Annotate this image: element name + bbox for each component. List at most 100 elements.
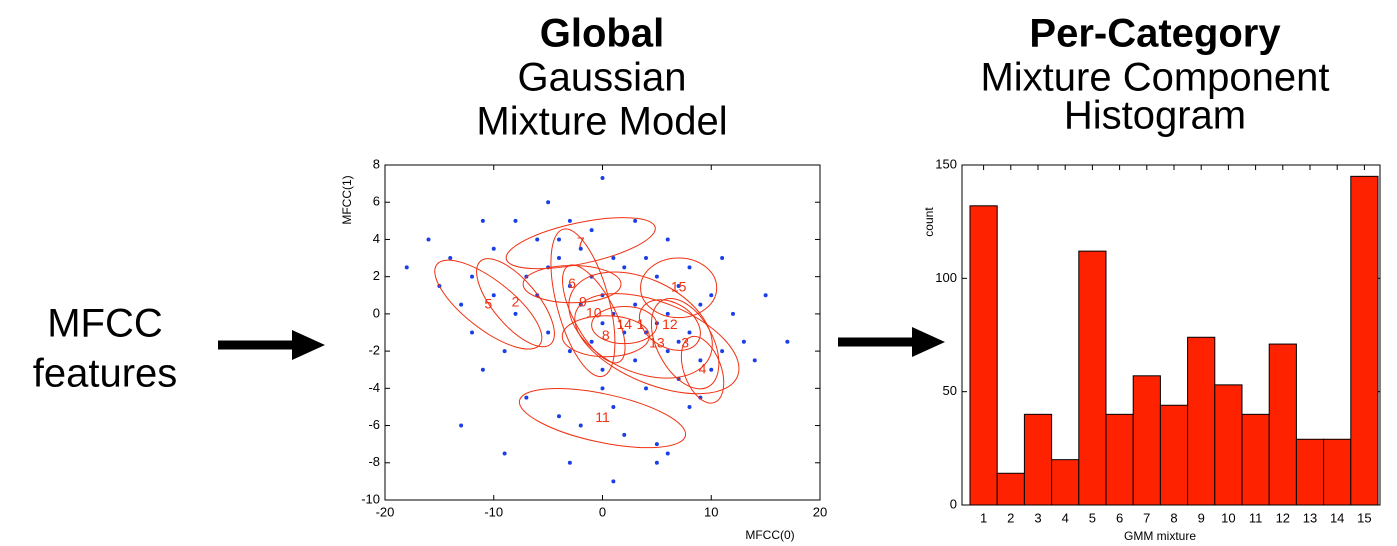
point (557, 414, 561, 419)
point (404, 265, 409, 270)
component-label: 14 (616, 316, 632, 332)
component-label: 6 (568, 275, 576, 291)
component-label: 8 (602, 327, 610, 343)
bar (1323, 438, 1352, 506)
x-axis-label: GMM mixture (1124, 529, 1196, 543)
input-label: features (33, 352, 178, 396)
point (644, 386, 648, 391)
point (513, 311, 518, 316)
component-ellipse (568, 271, 713, 379)
x-tick-label: -20 (376, 504, 395, 519)
point (459, 423, 464, 428)
x-tick-label: 0 (599, 504, 606, 519)
x-tick-label: 5 (1089, 510, 1096, 525)
point (513, 218, 518, 223)
point (752, 358, 757, 363)
point (633, 358, 638, 363)
point (589, 228, 594, 233)
point (698, 302, 703, 307)
component-ellipse (640, 257, 718, 319)
y-tick-label: 0 (373, 305, 380, 320)
bar (1295, 438, 1325, 506)
point (665, 311, 670, 316)
point (785, 339, 790, 344)
component-label: 4 (699, 360, 707, 376)
title: Mixture Model (476, 100, 727, 144)
component-ellipse (522, 265, 622, 304)
title: Global (540, 12, 664, 56)
x-tick-label: 12 (1276, 510, 1290, 525)
component-ellipse (591, 305, 658, 345)
title: Mixture Component (980, 56, 1329, 100)
point (633, 302, 638, 307)
point (720, 256, 725, 261)
component-label: 12 (662, 316, 678, 332)
component-label: 3 (681, 334, 689, 350)
point (567, 460, 572, 465)
component-ellipse (518, 388, 687, 449)
point (644, 256, 648, 261)
x-tick-label: 7 (1143, 510, 1150, 525)
y-tick-label: 150 (935, 156, 957, 171)
y-tick-label: -10 (361, 491, 380, 506)
point (567, 218, 572, 223)
point (480, 218, 485, 223)
arrows (218, 327, 945, 360)
point (589, 339, 594, 344)
bar (1051, 459, 1080, 506)
x-tick-label: 4 (1062, 510, 1069, 525)
point (470, 274, 474, 279)
point (654, 442, 659, 447)
y-tick-label: 100 (935, 270, 957, 285)
point (557, 256, 561, 261)
y-tick-label: -8 (368, 454, 380, 469)
point (611, 479, 616, 484)
bar (1078, 250, 1107, 506)
point (578, 246, 583, 251)
y-tick-label: 4 (373, 231, 380, 246)
point (546, 330, 551, 335)
bar (1241, 413, 1270, 506)
bar (1187, 336, 1216, 506)
point (470, 330, 474, 335)
point (535, 237, 540, 242)
component-ellipse (476, 258, 555, 348)
x-tick-label: 6 (1116, 510, 1123, 525)
point (611, 256, 616, 261)
plot-frame (384, 164, 821, 501)
x-axis-label: MFCC(0) (745, 528, 794, 542)
point (763, 293, 768, 298)
point (698, 358, 703, 363)
point (524, 395, 529, 400)
point (502, 451, 507, 456)
point (426, 237, 431, 242)
point (459, 302, 464, 307)
bar (1159, 404, 1189, 506)
title: Gaussian (518, 56, 687, 100)
component-label: 11 (595, 409, 610, 425)
bar (969, 205, 998, 506)
component-label: 2 (512, 293, 520, 309)
point (709, 293, 714, 298)
point (741, 339, 746, 344)
point (665, 237, 670, 242)
x-tick-label: 13 (1303, 510, 1317, 525)
point (665, 349, 670, 354)
title: Histogram (1064, 94, 1246, 138)
component-label: 7 (577, 234, 585, 250)
point (731, 311, 735, 316)
y-axis-label: count (922, 207, 936, 237)
point (491, 246, 496, 251)
point (567, 283, 572, 288)
x-tick-label: 8 (1170, 510, 1177, 525)
component-ellipse (434, 259, 543, 350)
point (448, 256, 453, 261)
y-tick-label: -2 (368, 343, 380, 358)
y-tick-label: 50 (943, 383, 957, 398)
bar (996, 472, 1025, 506)
point (600, 386, 605, 391)
x-tick-label: 10 (704, 504, 718, 519)
point (709, 367, 714, 372)
point (654, 274, 659, 279)
point (567, 349, 572, 354)
